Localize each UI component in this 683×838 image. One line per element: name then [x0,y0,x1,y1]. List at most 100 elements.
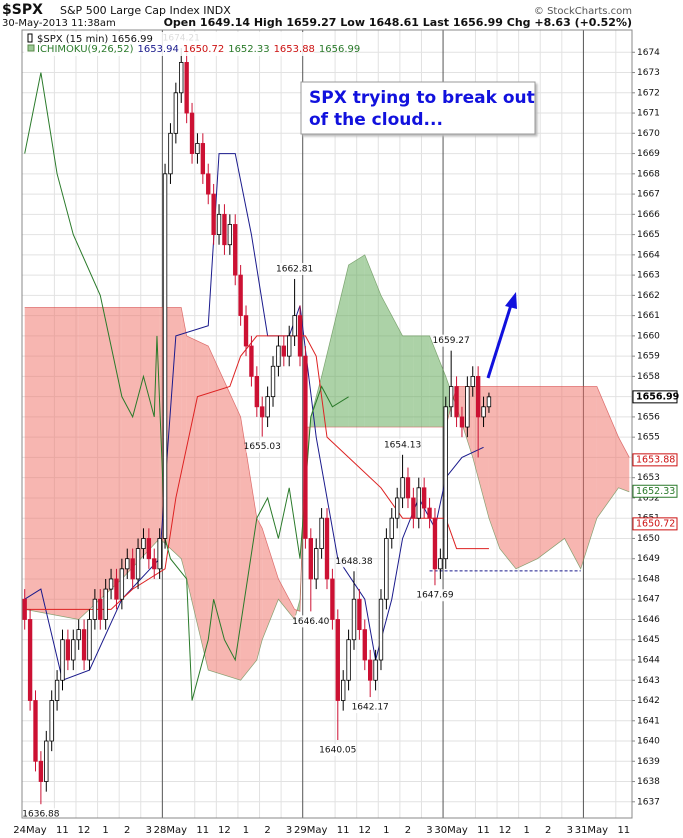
candle-body [270,365,276,398]
y-tick-label: 1674 [637,48,660,58]
candle-body [38,760,44,782]
cloud-fill [380,295,403,428]
candle-body [394,497,400,519]
candle-body [233,224,238,276]
cloud-fill [564,386,581,569]
candle-body [254,375,260,408]
candle-body [438,558,443,570]
x-tick-label: 11 [617,825,630,836]
cloud-fill [499,386,516,569]
y-tick-label: 1670 [637,129,660,139]
cloud-fill [240,416,257,681]
candle-body [421,487,427,509]
span-b-line [24,307,630,612]
annotation-label: 1646.40 [292,617,329,627]
candle-body [459,416,465,428]
y-tick-label: 1672 [637,88,660,98]
legend: $SPX (15 min) 1656.99 ICHIMOKU(9,26,52) [24,32,314,56]
legend-price: $SPX (15 min) 1656.99 [37,34,153,45]
y-tick-label: 1641 [637,716,660,726]
annotation-bg [386,438,419,451]
y-tick-label: 1655 [637,433,660,443]
cloud-fill [537,386,565,559]
candle-body [362,629,367,661]
cloud-fill [472,386,489,519]
span-a-line [24,254,630,681]
candle-body [297,315,303,357]
y-tick-label: 1642 [637,696,660,706]
candle-body [475,375,481,418]
candle-body [87,619,92,661]
candle-body [287,335,292,357]
candle-body [98,598,103,620]
y-tick-label: 1640 [637,737,660,747]
annotation-label: 1647.69 [416,591,453,601]
annotation-bg [321,744,354,757]
y-tick-label: 1660 [637,331,660,341]
plot-frame [21,29,633,819]
candle-body [189,112,195,154]
x-tick-label: 2 [405,825,411,836]
candle-body [260,406,265,418]
cloud-fill [580,386,597,569]
candle-body [405,477,411,499]
annotation-text: SPX trying to break out [309,88,535,108]
candle-body [152,558,157,570]
candle-body [281,345,286,357]
x-tick-label: 2 [264,825,270,836]
x-tick-label: 2 [124,825,130,836]
candle-body [411,497,416,519]
annotation-bg [278,262,311,275]
candle-body [308,538,313,580]
source: © StockCharts.com [534,6,632,17]
price-tag [632,517,678,531]
y-tick-label: 1646 [637,615,660,625]
indicator-line [24,72,349,701]
candle-body [465,386,470,428]
cloud-fill [429,335,446,428]
y-tick-label: 1652 [637,493,660,503]
candle-body [373,659,378,681]
x-tick-label: 3 [286,825,292,836]
x-tick-label: 11 [337,825,350,836]
candle-body [114,578,119,600]
candle-body [276,345,281,367]
candle-body [71,639,76,661]
x-tick-label: 28May [154,825,187,836]
symbol: $SPX [2,2,43,18]
candle-body [265,396,270,418]
legend-icon [27,44,35,52]
x-tick-label: 3 [146,825,152,836]
annotation-bg [435,334,468,347]
x-tick-label: 30May [434,825,467,836]
legend-value: 1653.94 [137,44,178,55]
cloud-fill [186,335,209,671]
date: 30-May-2013 11:38am [2,18,116,29]
candle-body [227,224,233,246]
y-tick-label: 1668 [637,169,660,179]
y-tick-label: 1658 [637,372,660,382]
price-tag-label: 1652.33 [636,486,675,497]
candle-body [135,548,141,580]
y-tick-label: 1653 [637,473,660,483]
candle-body [54,679,60,701]
candle-body [49,700,54,742]
x-tick-label: 12 [358,825,371,836]
x-tick-label: 1 [102,825,108,836]
legend-value: 1652.33 [228,44,269,55]
candle-body [432,517,438,570]
x-tick-label: 24May [13,825,46,836]
candle-body [65,639,71,661]
x-tick-label: 2 [545,825,551,836]
annotation-label: 1636.88 [22,810,59,820]
candle-body [346,639,351,681]
candle-body [22,598,27,620]
legend-bg [24,32,314,56]
annotation-label: 1655.03 [244,442,281,452]
x-tick-label: 1 [383,825,389,836]
candle-body [389,517,394,539]
candle-body [206,173,211,195]
candle-body [319,517,324,549]
